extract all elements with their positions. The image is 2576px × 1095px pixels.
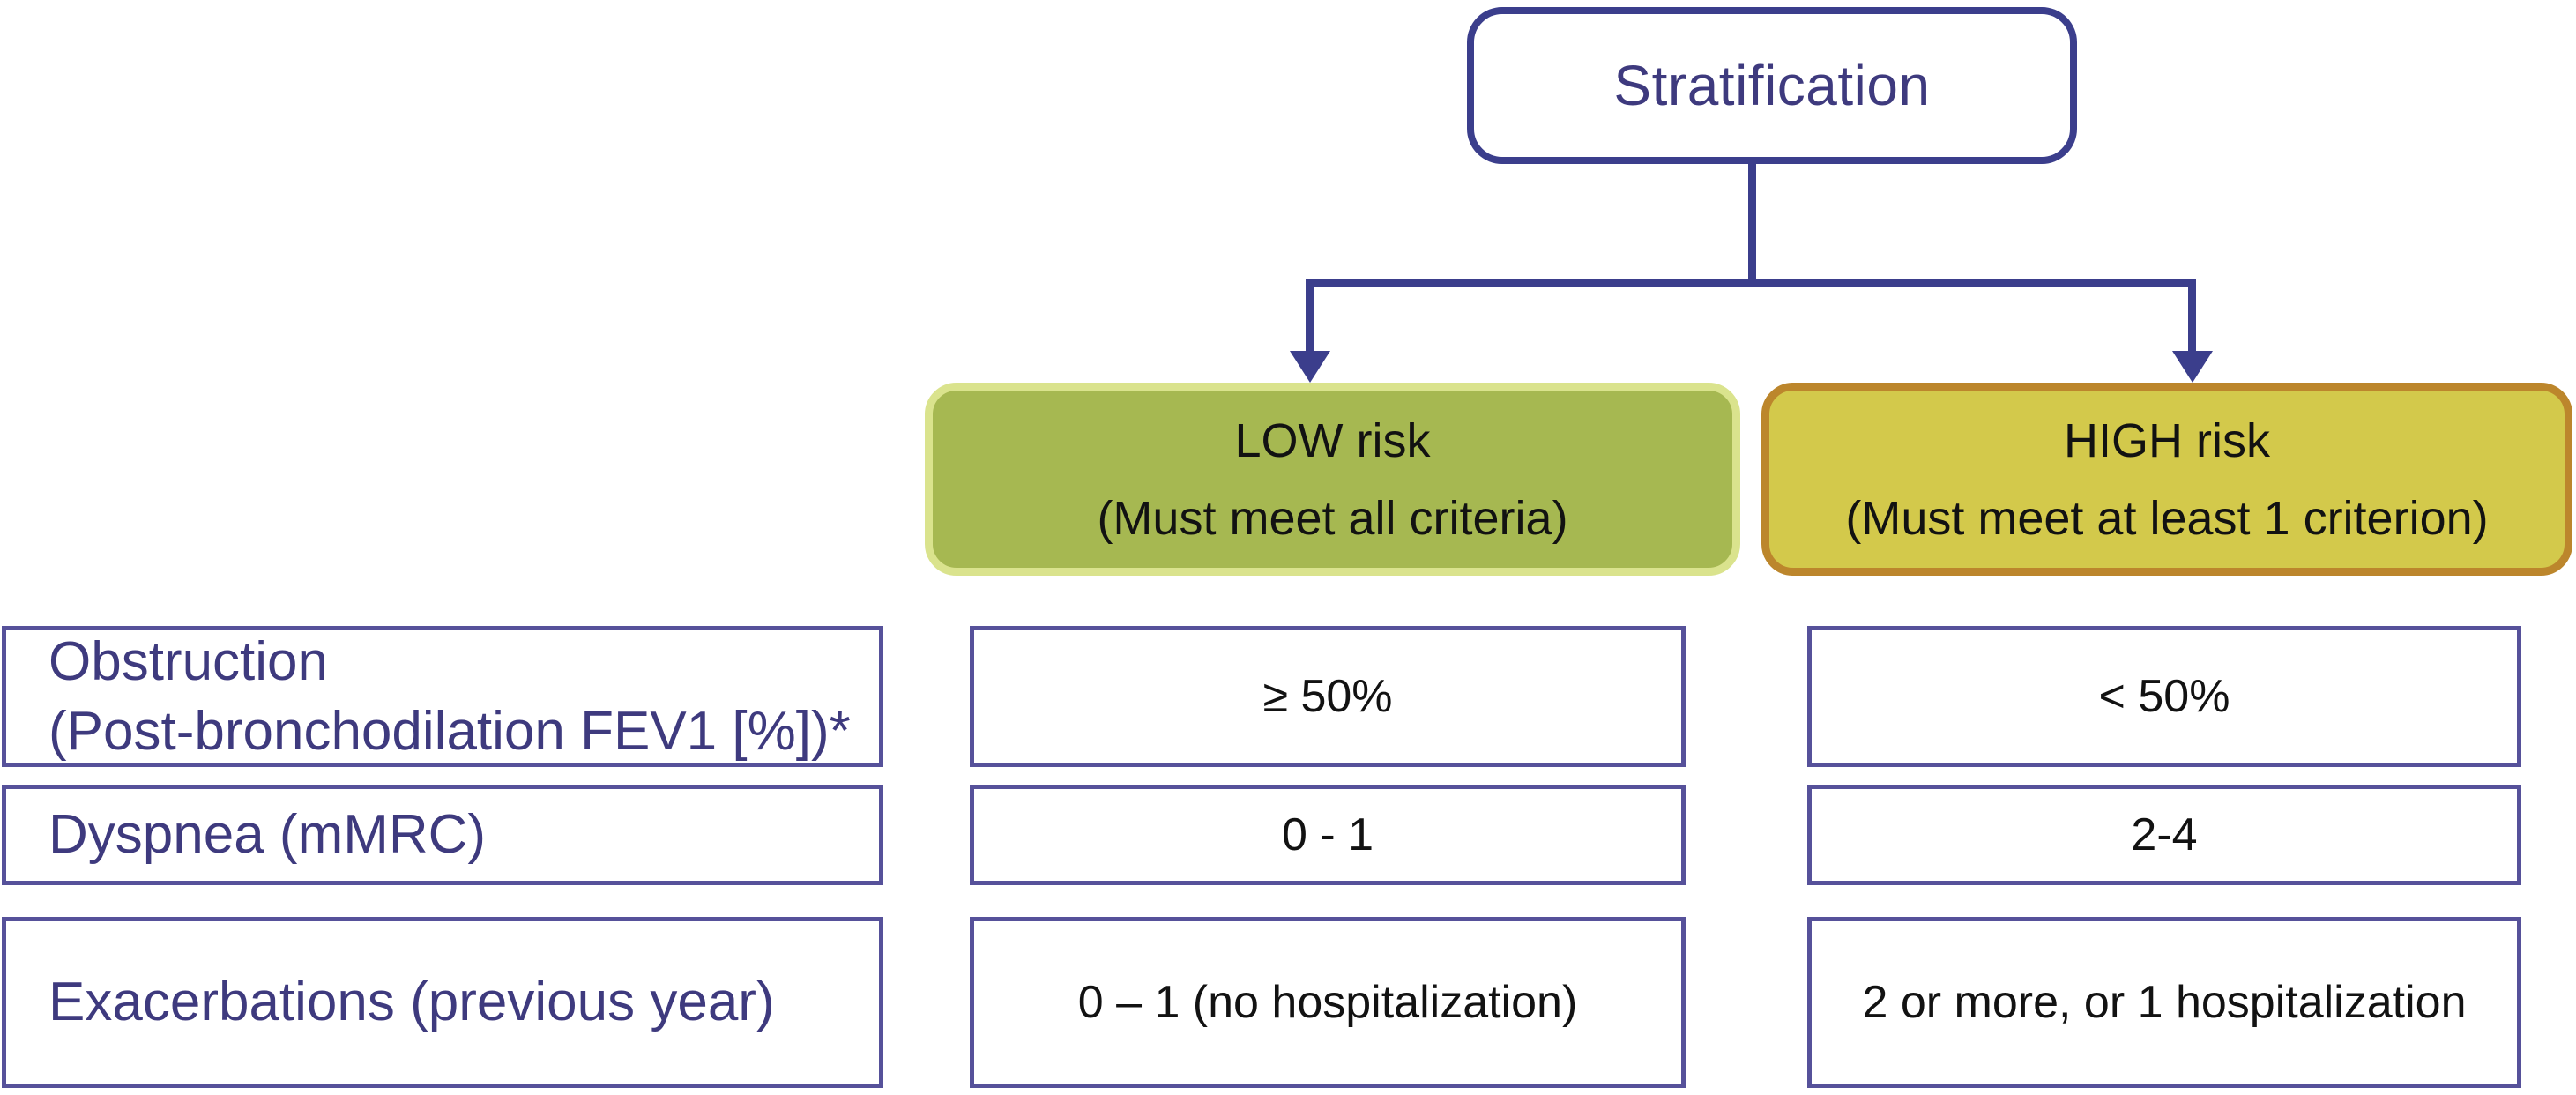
cell-low-dyspnea: 0 - 1 — [970, 785, 1686, 885]
arrow-down-icon — [2172, 351, 2213, 383]
cell-high-obstruction: < 50% — [1807, 626, 2521, 767]
row-label-obstruction-line2: (Post-bronchodilation FEV1 [%])* — [48, 701, 851, 762]
low-risk-title: LOW risk — [1234, 413, 1431, 467]
stratification-label: Stratification — [1613, 54, 1931, 117]
cell-low-exacerbations: 0 – 1 (no hospitalization) — [970, 917, 1686, 1088]
cell-high-obstruction-value: < 50% — [2098, 671, 2230, 722]
cell-high-exacerbations-value: 2 or more, or 1 hospitalization — [1862, 977, 2467, 1028]
arrow-down-icon — [1290, 351, 1330, 383]
connector-left-drop — [1306, 279, 1314, 354]
connector-right-drop — [2188, 279, 2196, 354]
row-label-dyspnea: Dyspnea (mMRC) — [2, 785, 883, 885]
stratification-box: Stratification — [1467, 7, 2077, 164]
row-label-dyspnea-line1: Dyspnea (mMRC) — [48, 804, 487, 866]
connector-stem — [1748, 164, 1756, 279]
cell-low-dyspnea-value: 0 - 1 — [1281, 809, 1374, 860]
row-label-exacerbations: Exacerbations (previous year) — [2, 917, 883, 1088]
low-risk-box: LOW risk (Must meet all criteria) — [925, 383, 1740, 576]
cell-low-obstruction: ≥ 50% — [970, 626, 1686, 767]
low-risk-subtitle: (Must meet all criteria) — [1097, 491, 1568, 545]
cell-low-exacerbations-value: 0 – 1 (no hospitalization) — [1077, 977, 1578, 1028]
row-label-obstruction: Obstruction (Post-bronchodilation FEV1 [… — [2, 626, 883, 767]
high-risk-subtitle: (Must meet at least 1 criterion) — [1845, 491, 2489, 545]
high-risk-title: HIGH risk — [2064, 413, 2270, 467]
cell-low-obstruction-value: ≥ 50% — [1262, 671, 1393, 722]
cell-high-dyspnea-value: 2-4 — [2131, 809, 2198, 860]
high-risk-box: HIGH risk (Must meet at least 1 criterio… — [1761, 383, 2572, 576]
row-label-obstruction-line1: Obstruction — [48, 630, 329, 692]
row-label-exacerbations-line1: Exacerbations (previous year) — [48, 972, 775, 1033]
cell-high-exacerbations: 2 or more, or 1 hospitalization — [1807, 917, 2521, 1088]
connector-horizontal — [1306, 279, 2196, 287]
cell-high-dyspnea: 2-4 — [1807, 785, 2521, 885]
